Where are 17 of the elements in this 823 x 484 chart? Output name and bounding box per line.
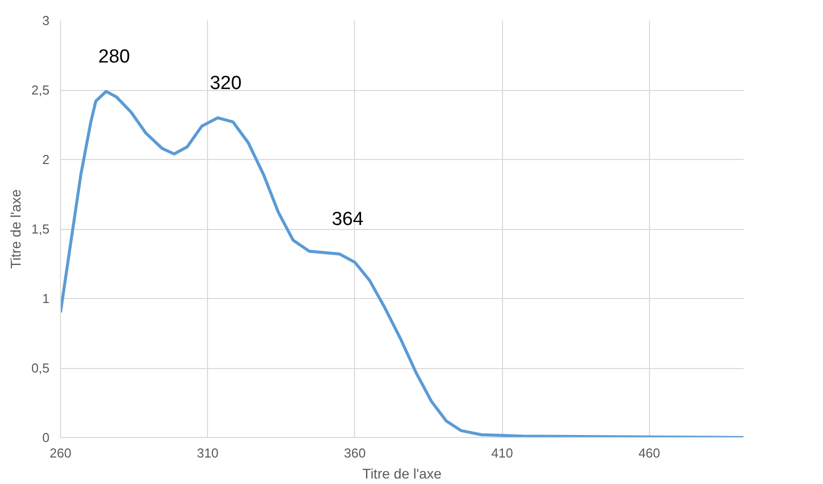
- x-tick-label: 310: [196, 446, 219, 460]
- y-axis-title: Titre de l'axe: [7, 189, 24, 269]
- annotation: 280: [98, 46, 130, 68]
- y-tick-label: 3: [42, 13, 50, 28]
- annotation: 320: [210, 72, 242, 94]
- y-tick-label: 1: [42, 291, 50, 306]
- x-tick-label: 360: [344, 446, 366, 460]
- y-tick-label: 0: [42, 430, 50, 445]
- x-tick-label: 260: [50, 446, 72, 460]
- x-tick-label: 460: [638, 446, 660, 460]
- x-axis-title: Titre de l'axe: [362, 466, 442, 482]
- y-tick-label: 0,5: [31, 360, 50, 376]
- y-tick-label: 1,5: [31, 222, 50, 236]
- y-tick-label: 2,5: [31, 82, 50, 98]
- y-tick-label: 2: [42, 152, 50, 167]
- annotation: 364: [332, 209, 364, 230]
- x-tick-label: 410: [491, 446, 513, 460]
